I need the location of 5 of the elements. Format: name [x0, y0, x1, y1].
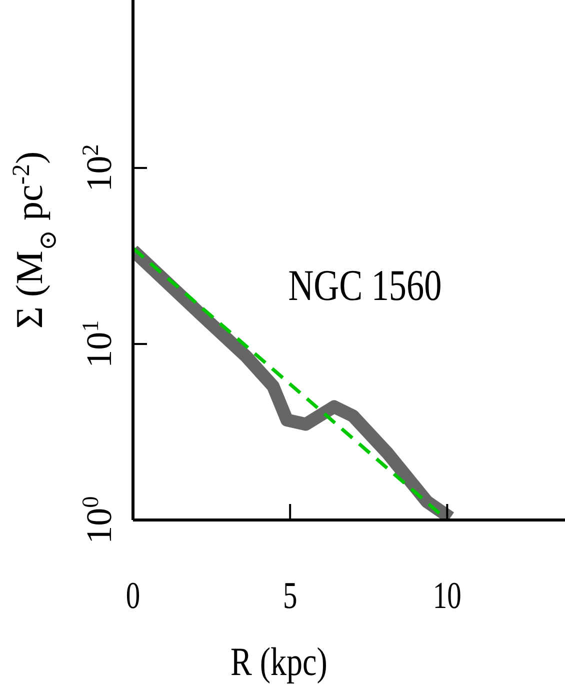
x-tick-label: 5 — [282, 575, 298, 618]
x-axis-title: R (kpc) — [230, 640, 328, 684]
x-tick-label: 10 — [432, 575, 462, 618]
x-tick-label: 0 — [126, 575, 140, 618]
annotation: NGC 1560 — [288, 260, 442, 310]
